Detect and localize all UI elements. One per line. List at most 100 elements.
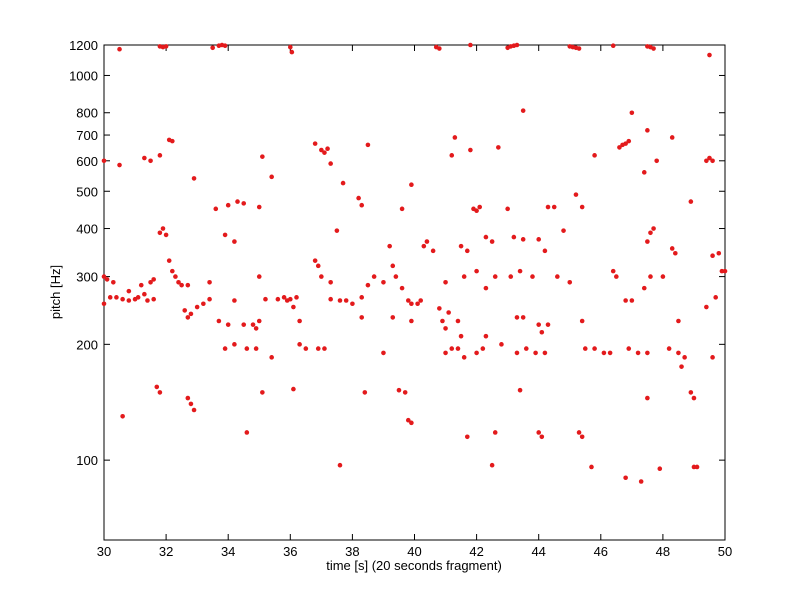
point: [387, 243, 392, 249]
point: [523, 346, 529, 351]
y-tick-label: 700: [76, 128, 98, 143]
point: [437, 46, 442, 51]
point: [707, 155, 712, 161]
point: [328, 161, 333, 166]
point: [402, 390, 408, 395]
point: [319, 147, 324, 153]
point: [120, 414, 125, 419]
point: [260, 154, 265, 159]
point: [163, 232, 169, 238]
point: [669, 135, 675, 140]
point: [297, 318, 302, 324]
point: [539, 434, 545, 440]
point: [443, 350, 448, 356]
x-tick-label: 50: [718, 544, 732, 559]
point: [592, 153, 597, 158]
plot-frame: [103, 44, 726, 541]
point: [179, 282, 184, 288]
point: [399, 206, 405, 212]
point: [629, 298, 635, 303]
point: [142, 155, 147, 161]
x-tick-label: 46: [594, 544, 608, 559]
point: [222, 346, 228, 351]
point: [508, 274, 514, 279]
point: [623, 475, 628, 481]
point: [250, 322, 256, 327]
point: [601, 350, 607, 356]
point: [148, 279, 153, 285]
point: [107, 295, 113, 300]
point: [623, 141, 628, 146]
point: [101, 301, 107, 307]
point: [359, 315, 365, 320]
x-tick-label: 34: [221, 544, 235, 559]
point: [480, 346, 486, 351]
point: [461, 355, 467, 360]
point: [303, 346, 309, 351]
point: [117, 46, 122, 52]
point: [365, 282, 371, 288]
point: [182, 308, 188, 313]
point: [207, 296, 212, 302]
x-tick-label: 42: [469, 544, 483, 559]
point: [194, 304, 200, 310]
point: [126, 298, 132, 303]
point: [359, 295, 365, 300]
point: [337, 462, 343, 468]
point: [576, 430, 582, 435]
point: [520, 315, 526, 320]
point: [409, 420, 414, 426]
point: [691, 395, 697, 401]
point: [542, 350, 548, 356]
point: [669, 246, 675, 251]
point: [390, 263, 396, 269]
point: [166, 258, 172, 263]
point: [207, 279, 212, 285]
point: [185, 395, 191, 401]
point: [492, 430, 498, 435]
point: [151, 296, 156, 302]
point: [464, 248, 470, 254]
point: [707, 52, 712, 58]
point: [288, 296, 293, 302]
point: [322, 150, 327, 155]
point: [297, 342, 302, 347]
point: [151, 277, 156, 282]
point: [589, 464, 594, 470]
point: [315, 346, 321, 351]
point: [517, 387, 523, 393]
point: [614, 274, 619, 279]
point: [660, 274, 666, 279]
x-tick-label: 40: [407, 544, 421, 559]
x-axis-label: time [s] (20 seconds fragment): [326, 558, 502, 573]
point: [648, 230, 653, 236]
point: [716, 250, 722, 256]
point: [176, 279, 181, 285]
point: [455, 318, 461, 324]
point: [154, 384, 160, 390]
point: [468, 42, 473, 48]
point: [157, 153, 163, 158]
point: [263, 296, 268, 302]
point: [315, 263, 321, 269]
point: [641, 170, 647, 175]
point: [120, 296, 125, 302]
point: [163, 44, 169, 49]
point: [322, 346, 327, 351]
point: [592, 346, 597, 351]
point: [232, 298, 237, 303]
x-tick-label: 32: [159, 544, 173, 559]
y-tick-label: 400: [76, 222, 98, 237]
point: [409, 318, 414, 324]
point: [496, 145, 501, 150]
point: [157, 230, 163, 236]
y-tick-label: 100: [76, 453, 98, 468]
point: [688, 199, 694, 204]
point: [657, 466, 663, 472]
point: [645, 350, 650, 356]
y-tick-label: 1200: [69, 38, 98, 53]
point: [405, 298, 411, 303]
y-axis-label: pitch [Hz]: [48, 265, 63, 319]
point: [371, 274, 377, 279]
point: [483, 333, 489, 339]
